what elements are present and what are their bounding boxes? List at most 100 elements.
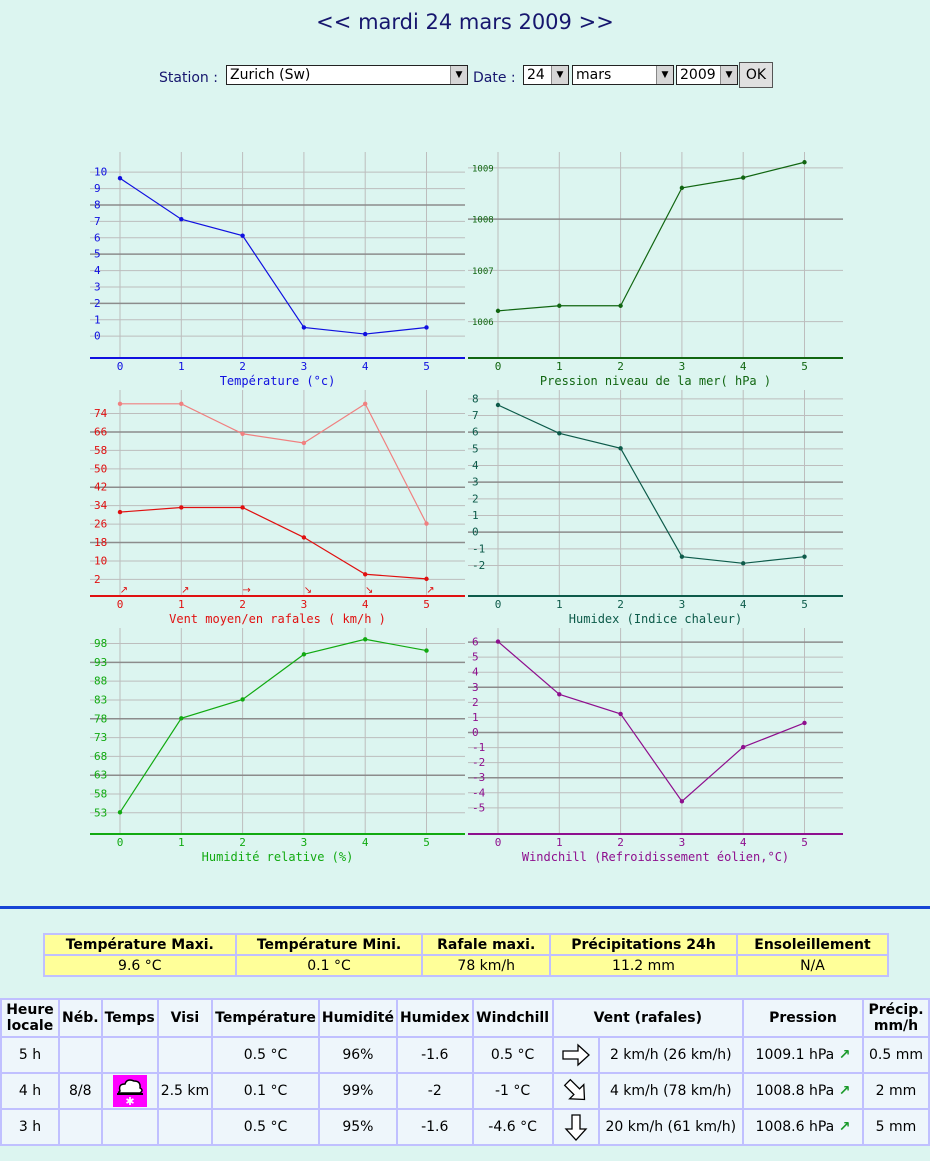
windchill-y-tick: -1	[472, 741, 485, 754]
temperature-y-tick: 0	[94, 330, 101, 343]
year-select[interactable]: 2009 ▼	[676, 65, 738, 85]
temperature-x-tick: 5	[423, 360, 430, 373]
temperature-y-tick: 5	[94, 248, 101, 261]
ok-button[interactable]: OK	[739, 62, 773, 88]
humidity-chart-title: Humidité relative (%)	[202, 850, 354, 864]
wind-data-point	[179, 505, 184, 510]
wind-y-tick: 34	[94, 499, 108, 512]
windchill-chart-title: Windchill (Refroidissement éolien,°C)	[522, 850, 789, 864]
summary-header-sun: Ensoleillement	[737, 935, 887, 954]
month-select[interactable]: mars ▼	[572, 65, 674, 85]
row-pressure: 1008.8 hPa ↗	[744, 1074, 862, 1108]
pressure-x-tick: 3	[679, 360, 686, 373]
wind-data-point	[301, 440, 307, 446]
row-hour: 3 h	[2, 1110, 58, 1144]
summary-header-row: Température Maxi. Température Mini. Rafa…	[45, 935, 887, 954]
wind-data-point	[117, 509, 123, 515]
windchill-y-tick: 5	[472, 651, 479, 664]
pressure-chart-title: Pression niveau de la mer( hPa )	[540, 374, 771, 388]
snow-cloud-icon: ✱	[102, 1074, 157, 1108]
temperature-x-tick: 1	[178, 360, 185, 373]
wind-y-tick: 58	[94, 444, 107, 457]
row-neb	[60, 1110, 101, 1144]
wind-y-tick: 2	[94, 573, 101, 586]
pressure-y-tick: 1006	[472, 318, 494, 328]
wind-y-tick: 50	[94, 462, 107, 475]
temperature-chart-title: Température (°c)	[220, 374, 336, 388]
summary-header-precip: Précipitations 24h	[551, 935, 736, 954]
col-temperature: Température	[213, 1000, 318, 1036]
station-label: Station :	[159, 70, 218, 86]
pressure-chart: 0 1 2 3 4 5 1006 1007 1008 1009 Pression niveau de…	[468, 152, 843, 388]
humidity-series-line	[119, 638, 427, 813]
trend-up-icon: ↗	[838, 1119, 851, 1135]
row-precip: 0.5 mm	[864, 1038, 928, 1072]
trend-up-icon: ↗	[838, 1083, 851, 1099]
row-humidex: -2	[397, 1074, 472, 1108]
wind-y-tick: 42	[94, 481, 107, 494]
chevron-down-icon: ▼	[450, 66, 467, 84]
row-temp: 0.5 °C	[213, 1038, 318, 1072]
row-wind: 20 km/h (61 km/h)	[599, 1110, 742, 1144]
humidex-x-tick: 0	[495, 598, 502, 611]
humidex-y-tick: -1	[472, 542, 485, 555]
humidex-y-tick: 6	[472, 426, 479, 439]
year-select-value: 2009	[680, 67, 716, 83]
wind-data-point	[179, 401, 184, 407]
wind-x-tick: 0	[117, 598, 124, 611]
temperature-y-tick: 6	[94, 231, 101, 244]
table-row: 4 h 8/8 ✱ 2.5 km 0.1 °C 99% -2 -1 °C 4 k…	[2, 1074, 928, 1108]
prev-day-link[interactable]: <<	[316, 10, 352, 34]
col-pression: Pression	[744, 1000, 862, 1036]
row-neb	[60, 1038, 101, 1072]
row-visi	[158, 1038, 212, 1072]
pressure-data-point	[679, 185, 685, 191]
pressure-data-point	[495, 308, 501, 314]
summary-table: Température Maxi. Température Mini. Rafa…	[43, 933, 889, 977]
station-select[interactable]: Zurich (Sw) ▼	[226, 65, 468, 85]
windchill-y-tick: -2	[472, 756, 485, 769]
wind-y-tick: 66	[94, 425, 107, 438]
temperature-y-tick: 10	[94, 166, 107, 179]
row-hum: 96%	[319, 1038, 396, 1072]
svg-text:✱: ✱	[125, 1095, 134, 1107]
windchill-y-tick: -5	[472, 801, 485, 814]
windchill-x-tick: 4	[740, 836, 747, 849]
col-visi: Visi	[158, 1000, 212, 1036]
humidity-y-tick: 78	[94, 712, 107, 725]
wind-data-point	[240, 505, 245, 510]
humidex-x-tick: 5	[801, 598, 808, 611]
pressure-y-tick: 1008	[472, 216, 494, 226]
day-select[interactable]: 24 ▼	[523, 65, 569, 85]
next-day-link[interactable]: >>	[578, 10, 614, 34]
row-neb: 8/8	[60, 1074, 101, 1108]
wind-x-tick: 4	[362, 598, 369, 611]
humidity-data-point	[363, 637, 368, 642]
humidity-data-point	[301, 652, 307, 657]
humidex-y-tick: 7	[472, 409, 479, 422]
page-title: << mardi 24 mars 2009 >>	[0, 10, 930, 34]
humidity-data-point	[179, 716, 184, 721]
summary-tmin: 0.1 °C	[236, 956, 422, 975]
humidex-data-point	[557, 431, 562, 436]
pressure-data-point	[802, 160, 807, 165]
humidity-data-point	[117, 810, 123, 815]
windchill-data-point	[802, 720, 807, 726]
humidity-y-tick: 58	[94, 788, 107, 801]
col-neb: Néb.	[60, 1000, 101, 1036]
windchill-data-point	[679, 799, 685, 804]
row-windchill: -4.6 °C	[473, 1110, 552, 1144]
row-humidex: -1.6	[397, 1110, 472, 1144]
windchill-data-point	[741, 744, 746, 750]
temperature-x-tick: 2	[239, 360, 246, 373]
col-humidex: Humidex	[397, 1000, 472, 1036]
humidity-y-tick: 93	[94, 656, 107, 669]
row-temp: 0.1 °C	[213, 1074, 318, 1108]
temperature-y-tick: 2	[94, 297, 101, 310]
summary-header-gust: Rafale maxi.	[423, 935, 550, 954]
humidity-y-tick: 63	[94, 769, 107, 782]
wind-data-point	[240, 431, 245, 436]
humidity-y-tick: 83	[94, 693, 107, 706]
col-humidite: Humidité	[319, 1000, 396, 1036]
